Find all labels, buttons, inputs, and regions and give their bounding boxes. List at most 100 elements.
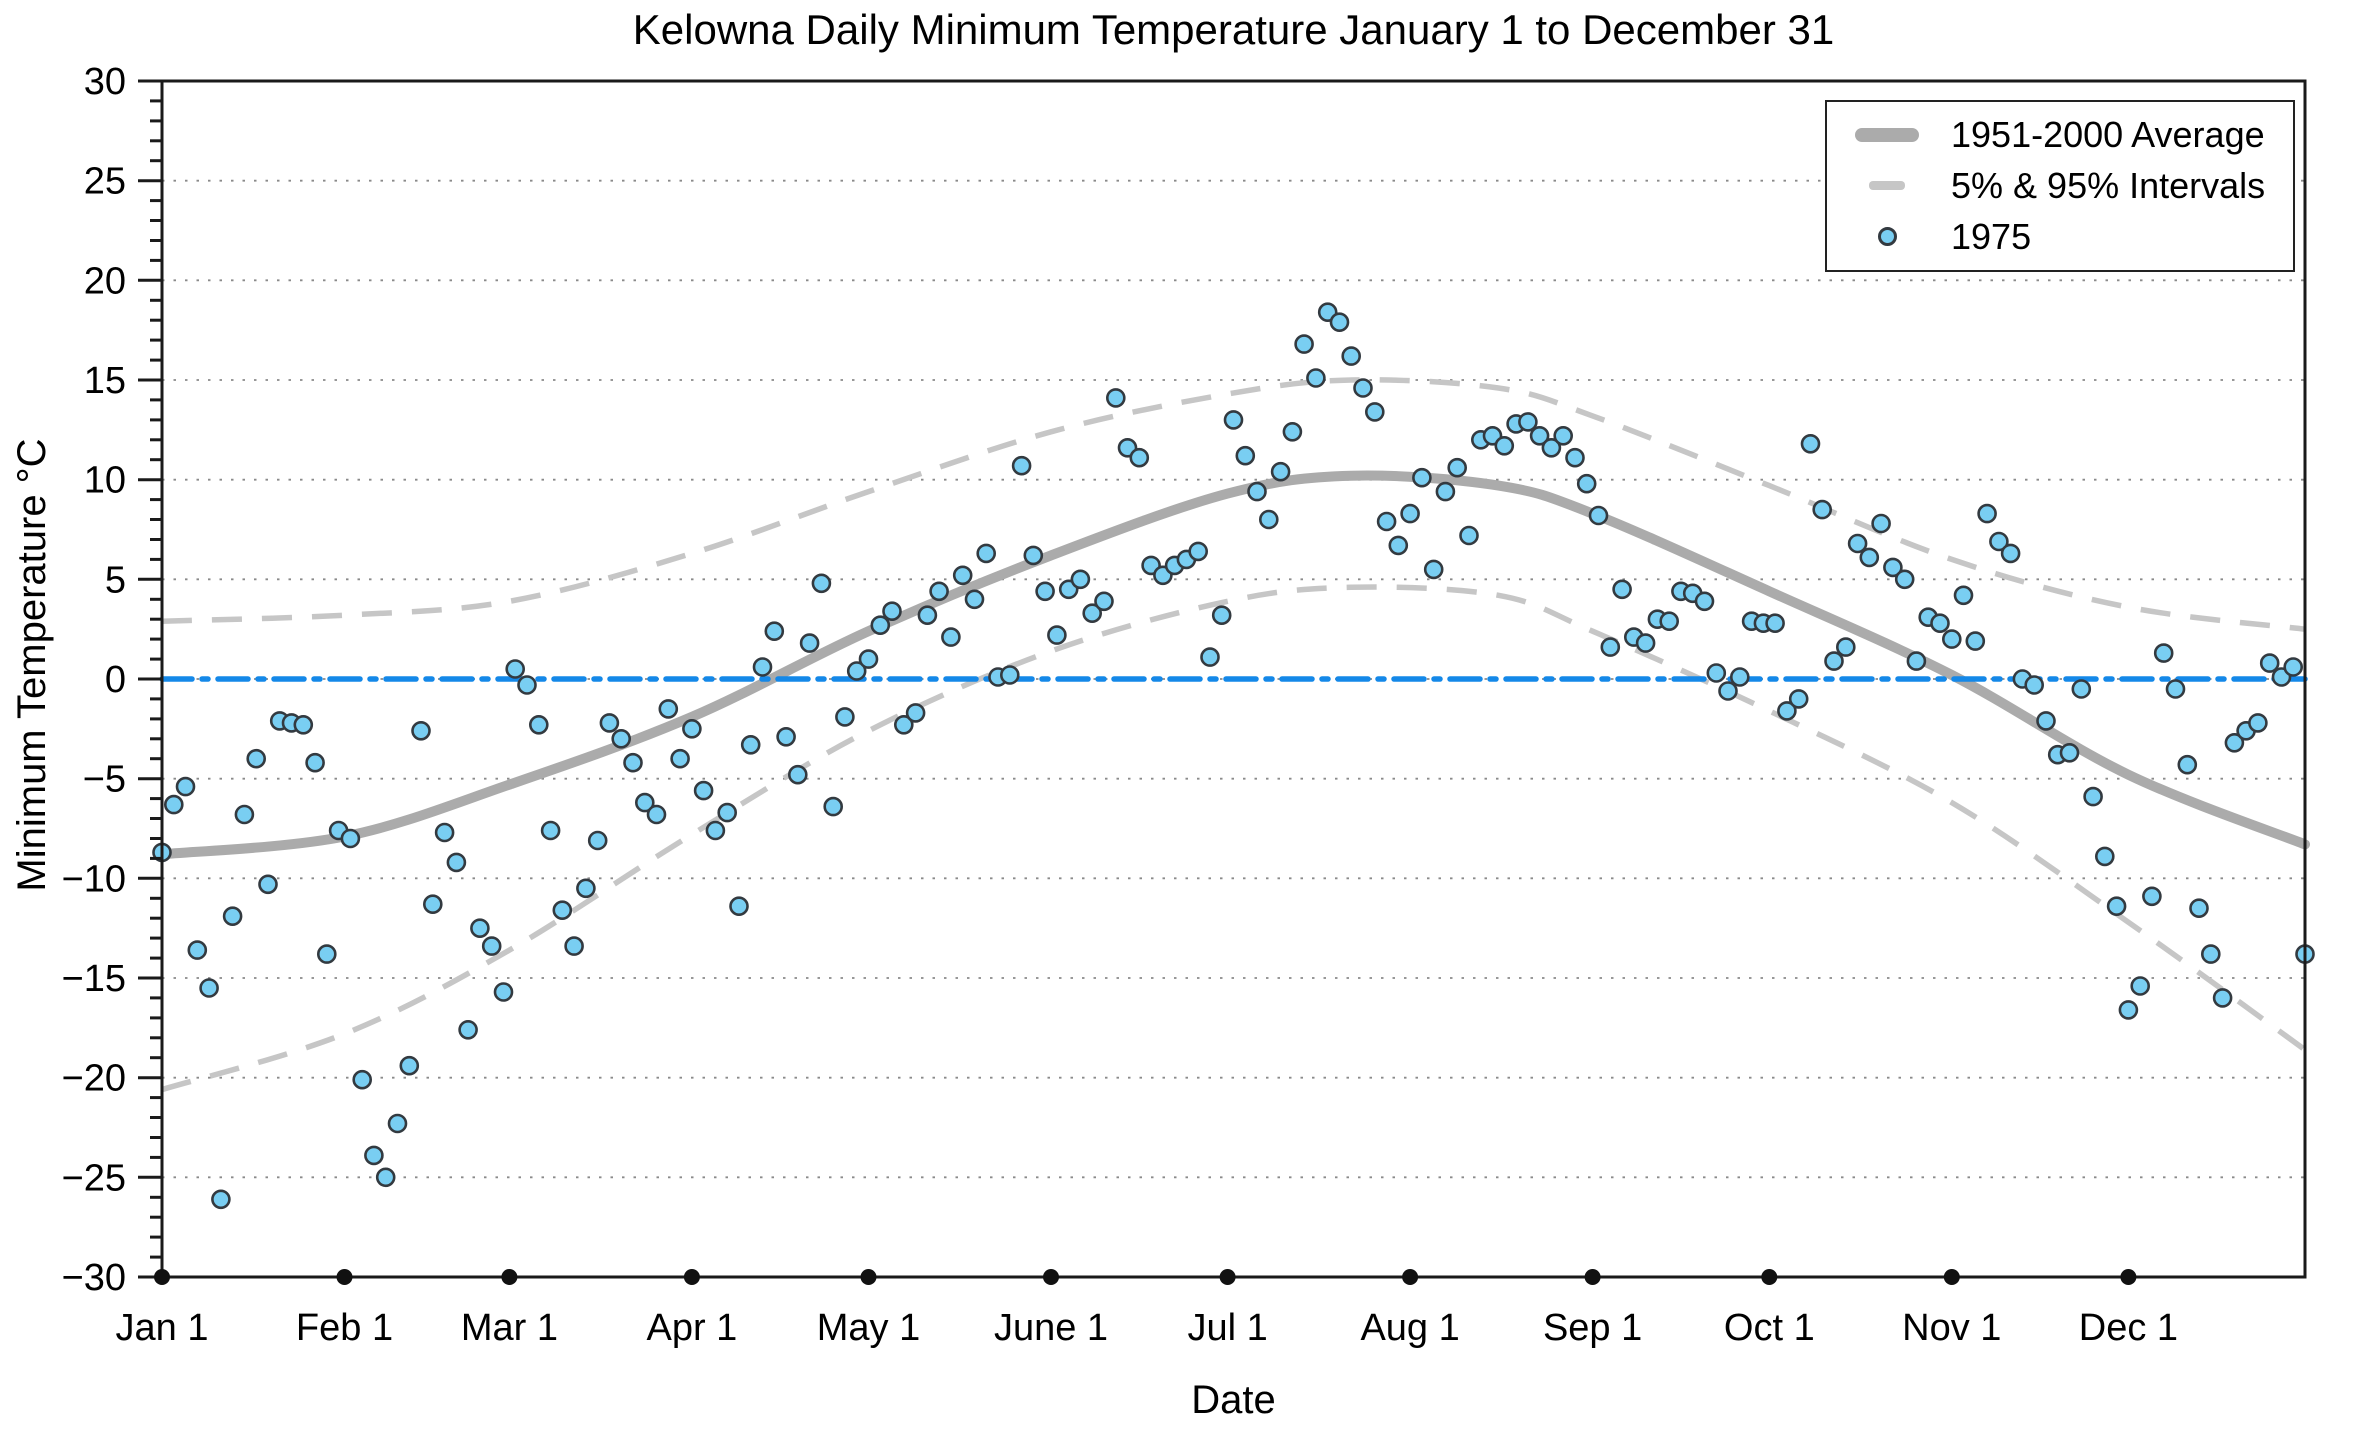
scatter-point (2106, 896, 2127, 917)
interval-line-swatch-icon (1841, 181, 1933, 191)
scatter-point (1435, 481, 1456, 502)
scatter-point (1035, 581, 1055, 602)
interval-line (161, 377, 2306, 632)
month-axis-dot (1584, 1269, 1601, 1285)
month-axis-dot (1043, 1269, 1059, 1285)
scatter-point (1247, 481, 1267, 502)
scatter-point (387, 1113, 408, 1134)
scatter-point (234, 804, 255, 825)
y-tick-label: 20 (84, 260, 126, 302)
scatter-point (823, 796, 844, 817)
scatter-point (1906, 651, 1927, 671)
scatter-point (1612, 579, 1632, 600)
scatter-point (1376, 511, 1397, 532)
scatter-point (846, 661, 867, 681)
scatter-point (893, 714, 914, 735)
scatter-point (1847, 533, 1868, 554)
scatter-point (187, 940, 208, 960)
scatter-point (752, 657, 773, 677)
scatter-point (2177, 754, 2198, 775)
month-axis-dot (501, 1269, 518, 1285)
scatter-point (787, 764, 808, 785)
scatter-point (2165, 679, 2186, 699)
scatter-point (293, 714, 314, 735)
scatter-point (799, 633, 820, 653)
scatter-point (446, 852, 467, 873)
scatter-point (1365, 402, 1385, 422)
month-axis-dot (2120, 1269, 2137, 1285)
scatter-marker-swatch-icon (1841, 227, 1933, 247)
x-tick-label: Nov 1 (1902, 1307, 2001, 1349)
scatter-point (1341, 346, 1361, 366)
scatter-point (211, 1189, 231, 1210)
scatter-point (1306, 368, 1326, 388)
scatter-point (2000, 543, 2021, 564)
scatter-point (1082, 603, 1102, 624)
scatter-point (1836, 637, 1856, 657)
scatter-point (164, 794, 184, 815)
scatter-point (2059, 742, 2080, 763)
legend-label: 1951-2000 Average (1951, 114, 2265, 156)
scatter-point (1977, 503, 1997, 524)
scatter-point (1824, 651, 1844, 671)
scatter-point (646, 804, 667, 825)
y-tick-label: 10 (84, 460, 126, 502)
scatter-point (528, 714, 549, 735)
scatter-point (1129, 447, 1150, 468)
scatter-point (2142, 886, 2162, 907)
scatter-point (1541, 437, 1562, 458)
scatter-point (941, 627, 961, 647)
y-tick-label: −15 (62, 958, 126, 1000)
scatter-point (316, 944, 337, 964)
scatter-point (1353, 378, 1373, 398)
scatter-point (434, 822, 455, 843)
scatter-point (1883, 557, 1903, 578)
scatter-point (2248, 713, 2268, 733)
scatter-point (1600, 637, 1621, 657)
scatter-point (1047, 625, 1067, 645)
scatter-point (811, 573, 832, 594)
scatter-point (1235, 445, 1256, 466)
scatter-point (587, 830, 608, 851)
scatter-point (199, 978, 219, 998)
y-tick-label: −20 (62, 1058, 126, 1100)
y-tick-label: 0 (105, 659, 126, 701)
scatter-point (422, 894, 443, 915)
y-tick-label: 5 (105, 559, 126, 601)
scatter-point (2189, 898, 2209, 919)
scatter-point (1706, 663, 1727, 683)
scatter-point (1871, 513, 1891, 534)
scatter-point (340, 828, 361, 849)
x-tick-label: May 1 (817, 1307, 920, 1349)
scatter-point (2201, 944, 2221, 964)
scatter-point (364, 1145, 384, 1166)
scatter-point (2283, 657, 2303, 677)
scatter-point (764, 621, 785, 642)
scatter-point (1294, 334, 1314, 354)
scatter-point (1259, 509, 1279, 530)
scatter-point (2083, 786, 2103, 807)
scatter-point (1659, 611, 1679, 632)
scatter-point (952, 565, 973, 586)
scatter-point (222, 906, 243, 927)
month-axis-dot (1943, 1269, 1960, 1285)
y-tick-label: −25 (62, 1157, 126, 1199)
scatter-point (1459, 525, 1479, 546)
scatter-point (493, 982, 514, 1002)
scatter-point (693, 780, 714, 801)
x-tick-label: Apr 1 (646, 1307, 737, 1349)
average-line-swatch-icon (1841, 128, 1933, 143)
scatter-point (1282, 421, 1303, 442)
scatter-point (682, 718, 702, 739)
x-tick-label: June 1 (994, 1307, 1108, 1349)
scatter-point (670, 748, 690, 769)
scatter-point (1800, 433, 1821, 454)
scatter-point (1023, 545, 1044, 566)
scatter-point (175, 776, 196, 797)
legend-label: 1975 (1951, 215, 2032, 257)
scatter-point (1529, 425, 1550, 446)
scatter-point (611, 728, 632, 749)
scatter-point (929, 581, 949, 602)
